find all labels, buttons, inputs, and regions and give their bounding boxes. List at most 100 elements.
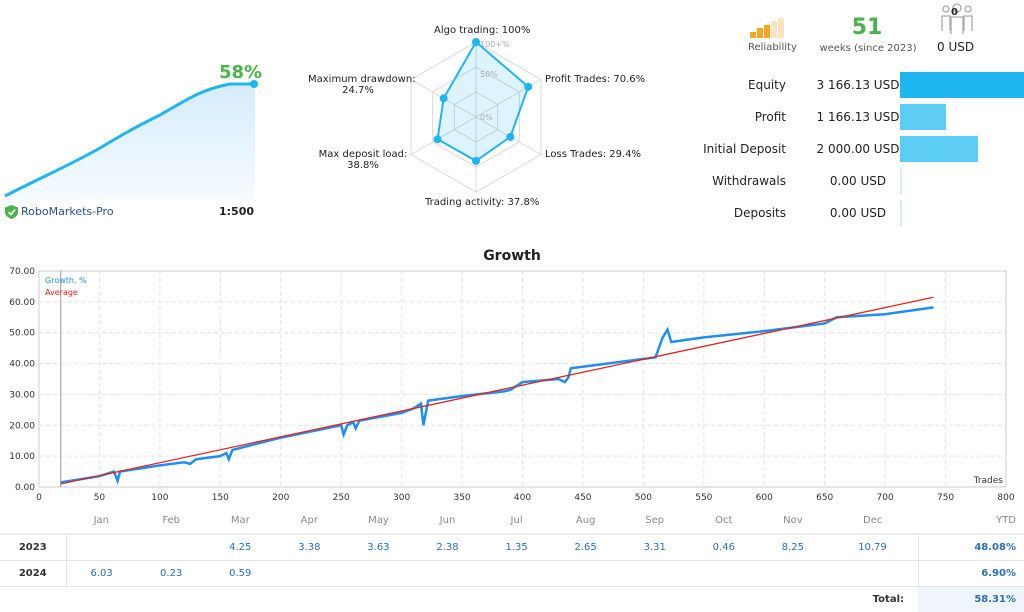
radar-tick-label: 100+%	[480, 40, 510, 49]
stat-row-equity: Equity 3 166.13 USD	[690, 72, 1024, 104]
month-value: 8.25	[758, 534, 828, 561]
y-tick-label: 10.00	[9, 452, 35, 462]
year-cell: 2024	[0, 560, 67, 587]
stat-bar	[900, 104, 946, 130]
weeks-count: 51	[851, 15, 883, 40]
x-tick-label: 50	[94, 493, 106, 503]
month-value: 4.25	[205, 534, 275, 561]
subscribers-usd: 0 USD	[937, 40, 975, 54]
radar-point	[524, 82, 533, 91]
x-tick-label: 350	[453, 493, 470, 503]
x-tick-label: 700	[877, 493, 894, 503]
stat-row-deposits: Deposits 0.00 USD	[690, 200, 1024, 232]
total-label: Total:	[872, 593, 904, 605]
month-header: Jun	[412, 508, 483, 535]
month-value: 0.46	[689, 534, 759, 561]
verified-shield-icon	[5, 205, 18, 219]
year-cell: 2023	[0, 534, 67, 561]
x-tick-label: 400	[514, 493, 531, 503]
month-value: 10.79	[827, 534, 918, 561]
stat-bar	[900, 136, 979, 162]
total-value: 58.31%	[918, 586, 1024, 612]
month-value: 6.03	[66, 560, 137, 587]
stat-value: 1 166.13 USD	[816, 110, 900, 124]
stat-label: Equity	[748, 78, 786, 92]
radar-tick-label: 50%	[480, 70, 498, 79]
y-tick-label: 50.00	[9, 329, 35, 339]
radar-axis	[410, 116, 477, 155]
month-value: 2.65	[551, 534, 621, 561]
month-header: May	[343, 508, 413, 535]
legend-growth: Growth, %	[45, 276, 87, 285]
stat-label: Deposits	[733, 206, 786, 220]
x-tick-label: 250	[333, 493, 350, 503]
month-header: Jan	[66, 508, 137, 535]
radar-point	[472, 156, 480, 165]
month-header: Mar	[205, 508, 275, 535]
radar-label-profit: Profit Trades: 70.6%	[545, 74, 646, 85]
month-value: 3.63	[343, 534, 413, 561]
radar-point	[439, 94, 448, 103]
radar-label-algo: Algo trading: 100%	[434, 25, 531, 36]
radar-label-activity: Trading activity: 37.8%	[425, 197, 540, 208]
radar-area	[436, 40, 530, 163]
month-value	[482, 560, 552, 587]
stat-row-profit: Profit 1 166.13 USD	[690, 104, 1024, 136]
x-tick-label: 500	[635, 493, 652, 503]
radar-point	[433, 135, 442, 144]
x-tick-label: 300	[393, 493, 410, 503]
stat-label: Initial Deposit	[703, 142, 786, 156]
y-tick-label: 20.00	[9, 421, 35, 431]
broker-link[interactable]: RoboMarkets-Pro	[21, 205, 114, 218]
x-tick-label: 800	[997, 493, 1014, 503]
y-tick-label: 30.00	[9, 390, 35, 400]
x-tick-label: 600	[756, 493, 773, 503]
stat-row-withdrawals: Withdrawals 0.00 USD	[690, 168, 1024, 200]
month-value: 2.38	[412, 534, 483, 561]
y-tick-label: 40.00	[9, 360, 35, 370]
series-line-growth	[60, 306, 934, 485]
stat-label: Profit	[754, 110, 786, 124]
x-tick-label: 150	[212, 493, 229, 503]
x-tick-label: 200	[272, 493, 289, 503]
table-row: 2023 4.25 3.38 3.63 2.38 1.35 2.65 3.31 0.46 8.25…	[0, 534, 1024, 561]
mini-growth-chart	[4, 80, 258, 200]
month-header: Sep	[620, 508, 690, 535]
radar-point	[472, 38, 480, 46]
ytd-value: 6.90%	[917, 560, 1024, 587]
month-value: 1.35	[482, 534, 552, 561]
month-value	[66, 534, 137, 561]
month-value	[689, 560, 759, 587]
radar-label-load: Max deposit load: 38.8%	[318, 149, 408, 171]
stat-value: 2 000.00 USD	[816, 142, 900, 156]
month-value	[758, 560, 828, 587]
radar-point	[506, 132, 515, 141]
stat-value: 0.00 USD	[829, 206, 887, 220]
reliability-label: Reliability	[748, 42, 797, 53]
legend-average: Average	[45, 288, 78, 297]
month-value	[343, 560, 413, 587]
x-axis-label: Trades	[973, 476, 1004, 486]
mini-growth-line	[4, 82, 255, 198]
month-header: Aug	[551, 508, 621, 535]
x-tick-label: 550	[695, 493, 712, 503]
x-tick-label: 650	[816, 493, 833, 503]
growth-title: Growth	[483, 248, 541, 264]
reliability-bars-icon	[750, 18, 784, 38]
y-tick-label: 70.00	[9, 267, 35, 277]
subscribers-icon	[941, 3, 973, 34]
radar-chart: 100+% 50% 0%	[410, 38, 542, 193]
month-header: Dec	[827, 508, 918, 535]
month-value	[136, 534, 206, 561]
subscribers-count: 0	[951, 7, 958, 18]
table-corner	[0, 508, 66, 535]
month-value: 3.38	[274, 534, 344, 561]
radar-label-drawdown: Maximum drawdown: 24.7%	[308, 74, 416, 96]
month-value	[620, 560, 690, 587]
table-row: 2024 6.03 0.23 0.59 6.90%	[0, 560, 1024, 587]
stat-row-initial-deposit: Initial Deposit 2 000.00 USD	[690, 136, 1024, 168]
stat-bar	[900, 168, 902, 194]
growth-percent: 58%	[219, 62, 263, 83]
series-line-average	[60, 296, 934, 485]
monthly-returns-table: Jan Feb Mar Apr May Jun Jul Aug Sep Oct Nov Dec YTD …	[0, 508, 1024, 612]
